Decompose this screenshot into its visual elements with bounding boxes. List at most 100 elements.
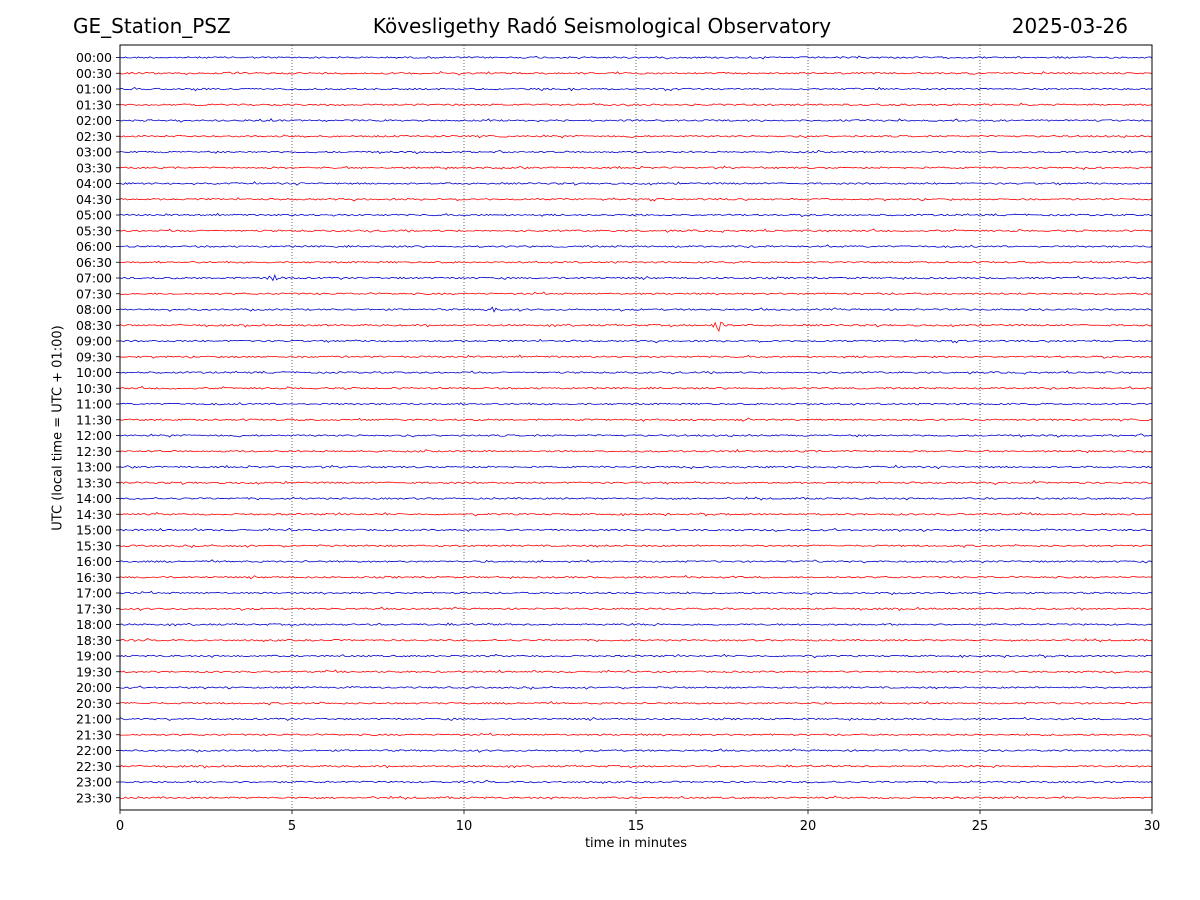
trace-2330 [119,795,1153,800]
y-tick-label: 11:00 [76,397,112,412]
y-tick-label: 19:00 [76,649,112,664]
trace-1530 [119,544,1153,549]
trace-1330 [119,479,1153,485]
trace-0230 [119,134,1153,139]
trace-1430 [119,512,1153,517]
y-tick-label: 21:00 [76,712,112,727]
y-tick-label: 21:30 [76,727,112,742]
y-tick-label: 23:30 [76,790,112,805]
trace-1830 [119,638,1153,643]
trace-0300 [119,149,1153,155]
x-tick-label: 20 [800,819,817,834]
trace-1200 [119,433,1153,438]
y-tick-label: 16:00 [76,554,112,569]
trace-0430 [119,197,1153,202]
y-tick-label: 00:30 [76,66,112,81]
y-tick-label: 13:30 [76,475,112,490]
x-tick-label: 0 [116,819,124,834]
y-tick-label: 13:00 [76,460,112,475]
y-tick-label: 12:00 [76,428,112,443]
trace-0830 [119,321,1153,333]
trace-2130 [119,732,1153,737]
trace-2100 [119,716,1153,721]
x-tick-label: 5 [288,819,296,834]
y-tick-label: 22:30 [76,759,112,774]
trace-0700 [119,273,1153,282]
trace-1500 [119,527,1153,532]
trace-0500 [119,212,1153,218]
y-tick-label: 20:30 [76,696,112,711]
y-tick-label: 08:00 [76,302,112,317]
trace-2000 [119,685,1153,690]
y-tick-label: 06:00 [76,239,112,254]
trace-1800 [119,622,1153,627]
y-tick-label: 22:00 [76,743,112,758]
trace-1230 [119,448,1153,454]
y-tick-label: 15:00 [76,523,112,538]
trace-0000 [119,55,1153,60]
y-tick-label: 14:00 [76,491,112,506]
y-tick-label: 06:30 [76,255,112,270]
trace-1600 [119,559,1153,564]
trace-1300 [119,464,1153,470]
y-tick-label: 07:30 [76,286,112,301]
y-tick-label: 03:30 [76,160,112,175]
y-tick-label: 16:30 [76,570,112,585]
y-tick-label: 00:00 [76,50,112,65]
trace-2230 [119,764,1153,769]
y-tick-label: 07:00 [76,271,112,286]
y-tick-label: 04:00 [76,176,112,191]
trace-1630 [119,574,1153,580]
y-tick-label: 04:30 [76,192,112,207]
y-tick-label: 12:30 [76,444,112,459]
trace-0600 [119,244,1153,249]
y-tick-label: 11:30 [76,412,112,427]
y-tick-label: 05:00 [76,208,112,223]
y-tick-label: 01:00 [76,82,112,97]
trace-0330 [119,165,1153,170]
y-tick-label: 15:30 [76,538,112,553]
trace-0930 [119,354,1153,359]
chart-date: 2025-03-26 [1011,14,1128,38]
x-tick-label: 15 [628,819,645,834]
y-tick-label: 19:30 [76,664,112,679]
y-tick-label: 23:00 [76,775,112,790]
y-tick-label: 10:00 [76,365,112,380]
x-axis-label: time in minutes [584,836,688,851]
trace-1900 [119,653,1153,659]
trace-1930 [119,669,1153,674]
y-tick-label: 08:30 [76,318,112,333]
trace-0400 [119,181,1153,186]
trace-1400 [119,496,1153,501]
trace-0100 [119,86,1153,92]
y-tick-label: 03:00 [76,145,112,160]
trace-0900 [119,338,1153,344]
trace-2300 [119,779,1153,785]
y-tick-label: 17:00 [76,586,112,601]
y-tick-label: 18:00 [76,617,112,632]
y-tick-label: 01:30 [76,97,112,112]
trace-1030 [119,385,1153,390]
y-tick-label: 17:30 [76,601,112,616]
y-tick-label: 20:00 [76,680,112,695]
trace-1100 [119,402,1153,406]
trace-0530 [119,228,1153,233]
y-tick-label: 09:00 [76,334,112,349]
chart-title: Kövesligethy Radó Seismological Observat… [372,14,832,38]
trace-0030 [119,70,1153,76]
trace-1130 [119,417,1153,422]
y-tick-label: 18:30 [76,633,112,648]
trace-1000 [119,370,1153,375]
x-tick-label: 30 [1144,819,1161,834]
x-tick-label: 10 [456,819,473,834]
y-tick-label: 14:30 [76,507,112,522]
trace-2200 [119,748,1153,753]
trace-0630 [119,260,1153,264]
x-tick-label: 25 [972,819,989,834]
trace-0200 [119,118,1153,123]
y-tick-label: 05:30 [76,223,112,238]
trace-0730 [119,291,1153,296]
trace-1700 [119,590,1153,596]
y-tick-label: 10:30 [76,381,112,396]
